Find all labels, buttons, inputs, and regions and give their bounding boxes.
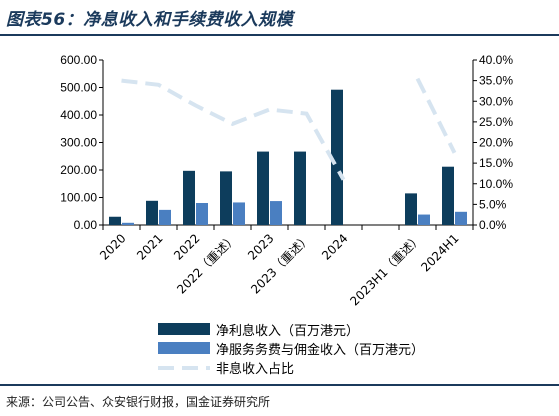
left-tick-label: 500.00 — [60, 81, 97, 95]
right-tick-label: 40.0% — [479, 53, 513, 67]
right-tick-label: 5.0% — [479, 197, 507, 211]
bar-series2 — [233, 202, 245, 225]
bar-series1 — [331, 89, 343, 225]
x-tick-label: 2020 — [97, 231, 128, 262]
line-series-ratio — [415, 77, 457, 154]
chart-axes: 0.00 100.00 200.00 300.00 400.00 500.00 600.00… — [60, 53, 513, 232]
right-tick-label: 35.0% — [479, 74, 513, 88]
x-tick-label: 2021 — [134, 231, 165, 262]
chart-lines — [121, 77, 457, 181]
bar-series1 — [257, 151, 269, 225]
right-tick-label: 10.0% — [479, 177, 513, 191]
line-series-ratio — [121, 78, 346, 181]
right-tick-label: 15.0% — [479, 156, 513, 170]
figure-title: 图表56：净息收入和手续费收入规模 — [6, 10, 294, 30]
bar-series2 — [455, 211, 467, 225]
left-tick-label: 0.00 — [74, 218, 98, 232]
x-tick-label: 2024H1 — [418, 231, 461, 274]
bar-series2 — [159, 209, 171, 225]
right-tick-label: 20.0% — [479, 136, 513, 150]
x-tick-label: 2024 — [319, 231, 350, 262]
bar-series2 — [122, 222, 134, 225]
bottom-rule — [0, 384, 559, 386]
source-note: 来源：公司公告、众安银行财报，国金证券研究所 — [6, 395, 271, 409]
right-tick-label: 0.0% — [479, 218, 507, 232]
bar-series1 — [294, 151, 306, 225]
bar-series1 — [442, 166, 454, 225]
bar-series2 — [196, 203, 208, 225]
chart-bars — [109, 89, 467, 225]
x-tick-label: 2022 — [171, 231, 202, 262]
right-tick-label: 25.0% — [479, 115, 513, 129]
bar-series1 — [405, 193, 417, 225]
legend-label: 净利息收入（百万港元） — [216, 323, 359, 339]
bar-series1 — [220, 171, 232, 225]
x-tick-label: 2023 — [245, 231, 276, 262]
left-tick-label: 600.00 — [60, 53, 97, 67]
left-tick-label: 200.00 — [60, 163, 97, 177]
legend-swatch — [158, 323, 210, 335]
bar-series1 — [109, 216, 121, 225]
bar-series1 — [183, 170, 195, 225]
x-tick-label: 2023H1（重述） — [347, 231, 424, 308]
bar-series2 — [270, 201, 282, 225]
left-tick-label: 100.00 — [60, 191, 97, 205]
bar-series1 — [146, 200, 158, 225]
legend-swatch — [158, 342, 210, 354]
legend-label: 非息收入占比 — [216, 361, 294, 377]
title-rule — [0, 34, 559, 36]
chart-legend: 净利息收入（百万港元） 净服务务费与佣金收入（百万港元） 非息收入占比 — [158, 323, 424, 377]
left-tick-label: 400.00 — [60, 108, 97, 122]
right-tick-label: 30.0% — [479, 94, 513, 108]
bar-series2 — [418, 214, 430, 225]
legend-label: 净服务务费与佣金收入（百万港元） — [216, 342, 424, 358]
left-tick-label: 300.00 — [60, 136, 97, 150]
